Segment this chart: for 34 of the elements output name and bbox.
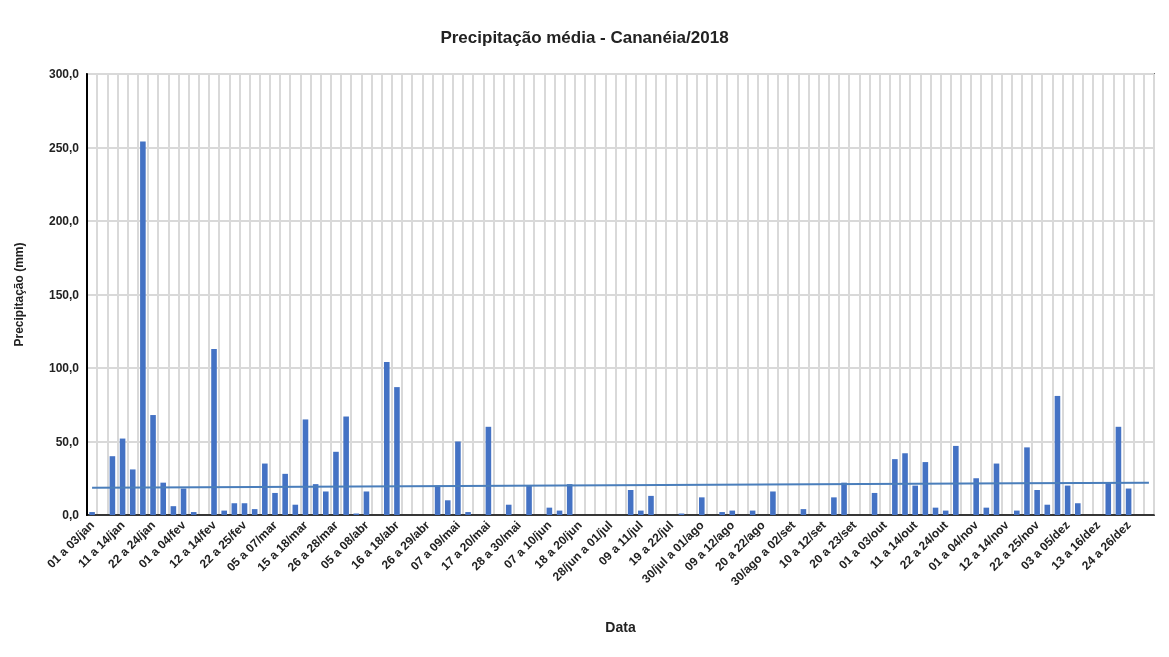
- bar: [231, 503, 238, 515]
- bar: [719, 512, 725, 515]
- bar: [251, 509, 258, 515]
- y-tick-label: 200,0: [48, 214, 80, 228]
- bar: [241, 503, 248, 515]
- y-axis-title: Precipitação (mm): [12, 242, 26, 347]
- bar: [444, 500, 451, 515]
- bar: [1074, 503, 1081, 515]
- bar: [1014, 510, 1020, 515]
- y-tick-label: 0,0: [62, 508, 80, 522]
- bar: [1034, 490, 1040, 515]
- x-axis-title: Data: [605, 619, 636, 635]
- bar: [272, 492, 278, 515]
- bar: [505, 504, 512, 515]
- bar: [831, 497, 837, 515]
- bar: [465, 512, 471, 515]
- bar: [729, 510, 736, 515]
- bar: [89, 512, 95, 515]
- bar: [170, 506, 177, 515]
- bar: [770, 491, 776, 515]
- bar: [323, 491, 329, 515]
- bar: [363, 491, 370, 515]
- y-tick-label: 50,0: [55, 434, 80, 449]
- bar: [190, 512, 197, 515]
- bar: [699, 497, 705, 515]
- y-tick-label: 250,0: [48, 140, 80, 155]
- bar: [221, 510, 227, 515]
- y-tick-label: 300,0: [48, 67, 80, 81]
- y-tick-label: 150,0: [48, 287, 80, 302]
- y-tick-label: 100,0: [48, 361, 80, 375]
- bar: [638, 510, 644, 515]
- chart-title: Precipitação média - Cananéia/2018: [440, 28, 729, 47]
- bar: [648, 495, 654, 515]
- bar: [800, 509, 807, 515]
